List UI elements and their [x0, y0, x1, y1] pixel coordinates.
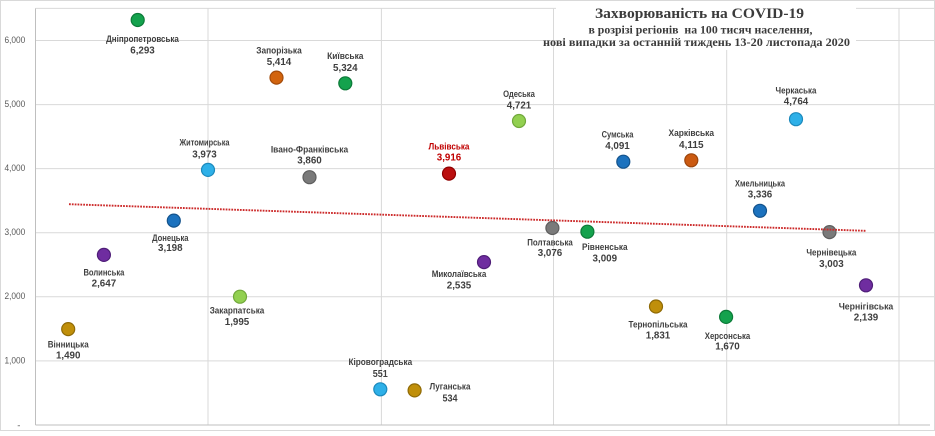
svg-text:Вінницька: Вінницька: [48, 339, 89, 350]
svg-text:Львівська: Львівська: [429, 142, 471, 153]
svg-text:3,916: 3,916: [437, 152, 462, 163]
svg-text:Луганська: Луганська: [430, 381, 472, 392]
svg-text:3,009: 3,009: [593, 254, 618, 265]
svg-text:1,490: 1,490: [56, 350, 81, 361]
svg-text:3,860: 3,860: [297, 156, 322, 167]
svg-text:Закарпатська: Закарпатська: [210, 306, 265, 317]
svg-text:3,973: 3,973: [192, 149, 217, 160]
svg-text:-: -: [17, 420, 20, 431]
svg-text:5,000: 5,000: [5, 99, 26, 110]
svg-text:2,139: 2,139: [854, 312, 879, 323]
svg-text:Херсонська: Херсонська: [705, 331, 751, 342]
svg-text:6,293: 6,293: [130, 46, 155, 57]
svg-text:Миколаївська: Миколаївська: [432, 269, 487, 280]
svg-text:3,000: 3,000: [5, 227, 26, 238]
svg-text:4,764: 4,764: [784, 97, 809, 108]
svg-text:2,000: 2,000: [5, 291, 26, 302]
svg-text:4,000: 4,000: [5, 163, 26, 174]
svg-text:3,076: 3,076: [538, 248, 563, 259]
svg-text:Черкаська: Черкаська: [776, 86, 817, 97]
svg-text:Сумська: Сумська: [602, 130, 634, 141]
svg-text:6,000: 6,000: [5, 35, 26, 46]
svg-text:Чернівецька: Чернівецька: [806, 247, 857, 258]
svg-text:Рівненська: Рівненська: [582, 242, 628, 253]
svg-text:2,647: 2,647: [92, 279, 117, 290]
svg-text:2,535: 2,535: [447, 280, 472, 291]
svg-text:534: 534: [443, 393, 458, 404]
svg-text:Запорізька: Запорізька: [256, 45, 302, 56]
svg-text:Тернопільська: Тернопільська: [628, 319, 688, 330]
svg-text:1,670: 1,670: [715, 342, 740, 353]
svg-text:5,414: 5,414: [267, 57, 292, 68]
svg-text:Захворюваність на COVID-19: Захворюваність на COVID-19: [595, 6, 804, 22]
svg-text:Чернігівська: Чернігівська: [839, 302, 894, 313]
svg-text:4,091: 4,091: [605, 141, 630, 152]
svg-text:Житомирська: Житомирська: [179, 138, 230, 149]
svg-text:в розрізі регіонів на 100 тис: в розрізі регіонів на 100 тисяч населенн…: [589, 23, 813, 37]
svg-text:Донецька: Донецька: [152, 233, 189, 244]
svg-text:Одеська: Одеська: [503, 89, 535, 100]
svg-text:1,831: 1,831: [646, 331, 671, 342]
svg-text:Харківська: Харківська: [669, 128, 715, 139]
svg-text:3,003: 3,003: [819, 259, 844, 270]
svg-text:4,115: 4,115: [679, 140, 704, 151]
svg-text:551: 551: [373, 369, 388, 380]
svg-text:4,721: 4,721: [507, 101, 532, 112]
svg-text:Дніпропетровська: Дніпропетровська: [106, 34, 179, 45]
svg-text:Полтавська: Полтавська: [527, 237, 573, 248]
svg-text:Хмельницька: Хмельницька: [735, 179, 786, 190]
svg-text:1,995: 1,995: [225, 317, 250, 328]
svg-text:Волинська: Волинська: [83, 268, 124, 279]
svg-text:нові випадки за останній тижде: нові випадки за останній тиждень 13-20 л…: [543, 35, 850, 49]
svg-text:5,324: 5,324: [333, 63, 358, 74]
svg-text:Івано-Франківська: Івано-Франківська: [271, 144, 349, 155]
svg-text:Київська: Київська: [327, 51, 364, 62]
svg-text:3,198: 3,198: [158, 243, 183, 254]
svg-text:3,336: 3,336: [748, 189, 773, 200]
svg-text:Кіровоградська: Кіровоградська: [348, 357, 412, 368]
svg-text:1,000: 1,000: [5, 355, 26, 366]
